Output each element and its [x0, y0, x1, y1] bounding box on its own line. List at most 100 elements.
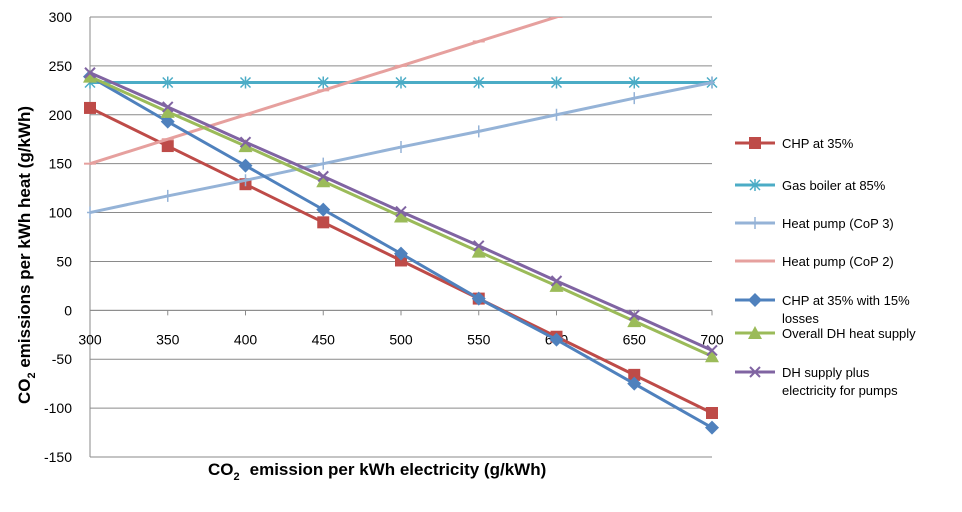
data-point	[631, 92, 638, 105]
legend-marker	[752, 217, 758, 229]
series-group	[83, 17, 719, 435]
legend: CHP at 35% Gas boiler at 85% Heat pump (Co…	[735, 136, 916, 398]
data-point	[239, 76, 252, 89]
data-point	[83, 69, 97, 83]
data-point	[706, 407, 718, 419]
data-point-shape	[705, 349, 719, 363]
data-point	[161, 140, 174, 153]
legend-item: Heat pump (CoP 3)	[735, 216, 894, 231]
x-tick-label: 550	[467, 331, 491, 347]
data-point	[160, 104, 175, 118]
y-tick-label: 50	[56, 253, 72, 269]
data-point	[238, 158, 253, 173]
y-tick-label: 150	[49, 156, 73, 172]
legend-label: CHP at 35%	[782, 136, 854, 151]
series-6	[84, 67, 718, 357]
data-point-shape	[242, 174, 249, 187]
y-axis-title-rest: emissions per kWh heat (g/kWh)	[15, 106, 34, 372]
data-point-shape	[160, 114, 175, 129]
data-point	[162, 101, 174, 113]
data-point-shape	[317, 76, 329, 89]
data-point	[164, 189, 171, 202]
data-point	[471, 291, 486, 306]
data-point	[239, 136, 252, 148]
data-point-shape	[316, 202, 331, 217]
data-point-shape	[395, 205, 407, 218]
series-2	[87, 76, 715, 219]
data-point	[395, 205, 407, 218]
data-point	[317, 170, 329, 183]
data-point-shape	[87, 206, 93, 219]
data-point	[317, 216, 330, 229]
series-5	[83, 69, 719, 363]
data-point-shape	[550, 275, 563, 287]
data-point-shape	[394, 209, 408, 223]
legend-item: CHP at 35% with 15% losses	[735, 293, 910, 326]
data-point-shape	[473, 240, 485, 252]
data-point-shape	[709, 76, 715, 89]
x-axis-title-rest: emission per kWh electricity (g/kWh)	[250, 460, 547, 479]
x-tick-label: 350	[156, 331, 180, 347]
data-point-shape	[628, 76, 640, 89]
data-point-shape	[394, 246, 408, 261]
legend-label: Gas boiler at 85%	[782, 178, 886, 193]
data-point	[398, 141, 404, 154]
data-point-shape	[627, 376, 642, 391]
legend-item: DH supply plus electricity for pumps	[735, 365, 898, 398]
data-point	[84, 101, 96, 114]
legend-marker	[748, 326, 762, 339]
data-point-shape	[553, 108, 560, 121]
data-point	[628, 309, 640, 321]
series-4	[83, 69, 719, 435]
data-point	[471, 244, 486, 258]
data-point-shape	[475, 125, 482, 138]
y-tick-label: -50	[52, 351, 72, 367]
data-point-shape	[238, 158, 253, 173]
x-tick-label: 700	[700, 331, 724, 347]
legend-marker-shape	[748, 293, 762, 307]
data-point	[317, 76, 329, 89]
legend-item: Heat pump (CoP 2)	[735, 254, 894, 269]
data-point	[705, 420, 719, 435]
data-point-shape	[395, 76, 407, 89]
data-point-shape	[239, 76, 252, 89]
legend-label: Overall DH heat supply	[782, 326, 916, 341]
data-point	[709, 76, 715, 89]
data-point-shape	[398, 141, 404, 154]
data-point	[550, 275, 563, 287]
data-point	[475, 125, 482, 138]
y-axis-title-co: CO	[15, 379, 34, 405]
data-point	[84, 67, 96, 79]
x-tick-label: 500	[389, 331, 413, 347]
data-point-shape	[84, 67, 96, 79]
legend-marker-shape	[749, 137, 761, 149]
x-tick-label: 450	[312, 331, 336, 347]
x-axis-title-subscript: 2	[234, 471, 240, 483]
y-tick-label: -150	[44, 449, 72, 465]
y-axis-title-subscript: 2	[26, 372, 38, 378]
data-point-shape	[161, 140, 174, 153]
data-point	[238, 139, 253, 153]
y-tick-label: 0	[64, 302, 72, 318]
series-3	[84, 17, 563, 166]
legend-marker	[749, 137, 761, 149]
data-point-shape	[164, 189, 171, 202]
series-1	[84, 76, 718, 89]
data-point-shape	[631, 92, 638, 105]
data-point-shape	[162, 101, 174, 113]
data-point	[549, 332, 564, 347]
data-point	[550, 76, 563, 89]
y-tick-label: 300	[49, 9, 73, 25]
data-point-shape	[628, 309, 640, 321]
data-point-shape	[239, 136, 252, 148]
legend-marker-shape	[748, 326, 762, 339]
legend-marker	[749, 366, 761, 378]
data-point	[706, 344, 718, 357]
data-point-shape	[628, 368, 641, 381]
data-point	[87, 206, 93, 219]
data-point	[394, 246, 408, 261]
data-point	[628, 76, 640, 89]
data-point	[473, 76, 485, 89]
x-axis-title: CO2 emission per kWh electricity (g/kWh)	[208, 460, 546, 483]
